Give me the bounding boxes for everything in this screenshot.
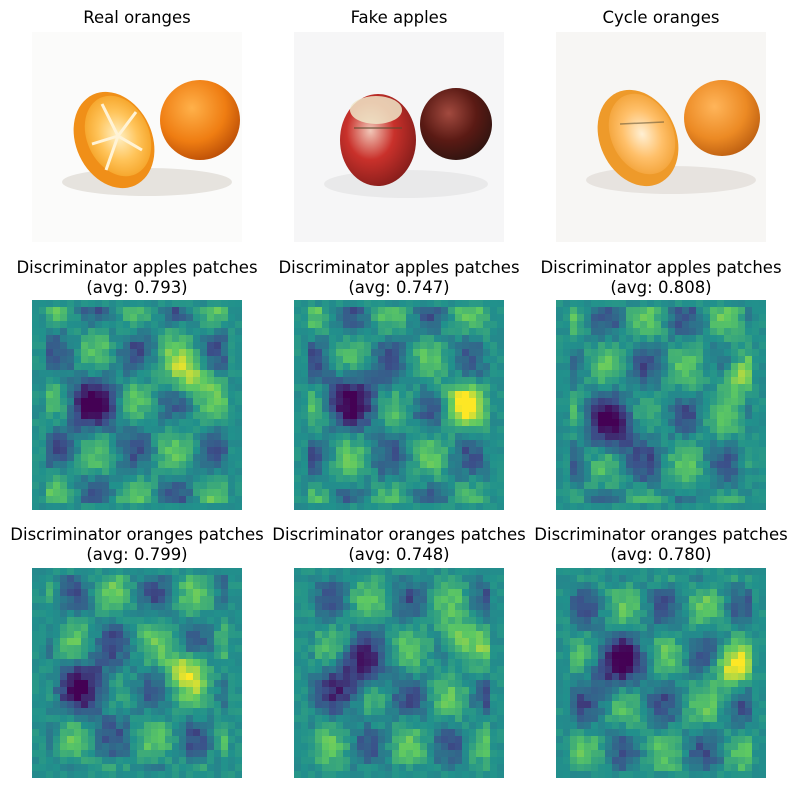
fake-apples-image <box>294 32 504 242</box>
panel-avg: (avg: 0.748) <box>348 545 450 564</box>
panel-title: Discriminator oranges patches <box>534 525 788 544</box>
panel-title: Discriminator apples patches <box>16 258 258 277</box>
oranges-patch-heatmap <box>294 568 504 778</box>
apples-patch-heatmap <box>556 300 766 510</box>
panel-title: Cycle oranges <box>602 8 720 27</box>
panel-title: Real oranges <box>83 8 191 27</box>
apples-patch-heatmap <box>294 300 504 510</box>
panel-avg: (avg: 0.793) <box>86 278 188 297</box>
panel-title: Discriminator apples patches <box>540 258 782 277</box>
panel-title: Discriminator oranges patches <box>272 525 526 544</box>
real-oranges-image <box>32 32 242 242</box>
panel-avg: (avg: 0.799) <box>86 545 188 564</box>
panel-title: Fake apples <box>350 8 448 27</box>
cycle-oranges-image <box>556 32 766 242</box>
panel-avg: (avg: 0.747) <box>348 278 450 297</box>
panel-title: Discriminator oranges patches <box>10 525 264 544</box>
panel-avg: (avg: 0.808) <box>610 278 712 297</box>
oranges-patch-heatmap <box>32 568 242 778</box>
panel-avg: (avg: 0.780) <box>610 545 712 564</box>
panel-title: Discriminator apples patches <box>278 258 520 277</box>
oranges-patch-heatmap <box>556 568 766 778</box>
apples-patch-heatmap <box>32 300 242 510</box>
